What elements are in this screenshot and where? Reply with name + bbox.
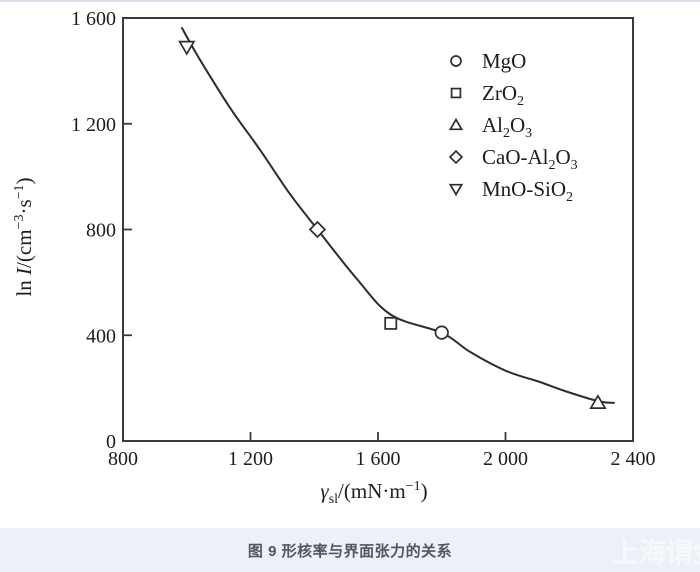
legend-marker-ZrO2: [450, 87, 462, 99]
y-tick-label-1200: 1 200: [71, 114, 116, 136]
fit-curve: [181, 27, 615, 404]
nucleation-rate-chart: 800 1 200 1 600 2 000 2 400 0 400 800 1 200 1 600…: [12, 8, 656, 507]
y-tick-label-800: 800: [86, 220, 116, 242]
x-tick-label-1200: 1 200: [228, 448, 273, 470]
x-tick-label-1600: 1 600: [356, 448, 401, 470]
y-axis-title: ln I/(cm−3·s−1): [12, 177, 36, 296]
x-tick-label-2400: 2 400: [611, 448, 656, 470]
figure-caption: 图 9 形核率与界面张力的关系: [247, 542, 453, 560]
legend-label-MgO: MgO: [482, 49, 526, 73]
y-tick-label-0: 0: [106, 431, 116, 453]
legend-label-ZrO2: ZrO2: [482, 81, 524, 109]
top-border-line: [0, 0, 700, 2]
y-tick-label-1600: 1 600: [71, 8, 116, 30]
x-axis-title: γsl/(mN·m−1): [320, 479, 427, 507]
data-point-Al2O3: [589, 394, 607, 409]
legend-label-Al2O3: Al2O3: [482, 113, 532, 141]
legend-marker-Al2O3: [448, 117, 464, 131]
y-tick-label-400: 400: [86, 325, 116, 347]
legend-label-MnO-SiO2: MnO-SiO2: [482, 177, 573, 205]
caption-bar: 图 9 形核率与界面张力的关系 上海谓金: [0, 528, 700, 572]
legend-marker-MgO: [450, 55, 462, 67]
legend-marker-MnO-SiO2: [448, 183, 464, 197]
plot-frame: [122, 17, 634, 442]
data-point-CaO-Al2O3: [308, 220, 327, 239]
figure-area: 800 1 200 1 600 2 000 2 400 0 400 800 1 200 1 600…: [0, 2, 700, 528]
data-point-MnO-SiO2: [178, 40, 196, 56]
data-point-ZrO2: [384, 316, 398, 330]
legend-marker-CaO-Al2O3: [448, 149, 464, 165]
data-point-MgO: [434, 325, 449, 340]
x-tick-label-800: 800: [108, 448, 138, 470]
watermark: 上海谓金: [612, 537, 700, 568]
x-tick-label-2000: 2 000: [483, 448, 528, 470]
legend-label-CaO-Al2O3: CaO-Al2O3: [482, 145, 578, 173]
